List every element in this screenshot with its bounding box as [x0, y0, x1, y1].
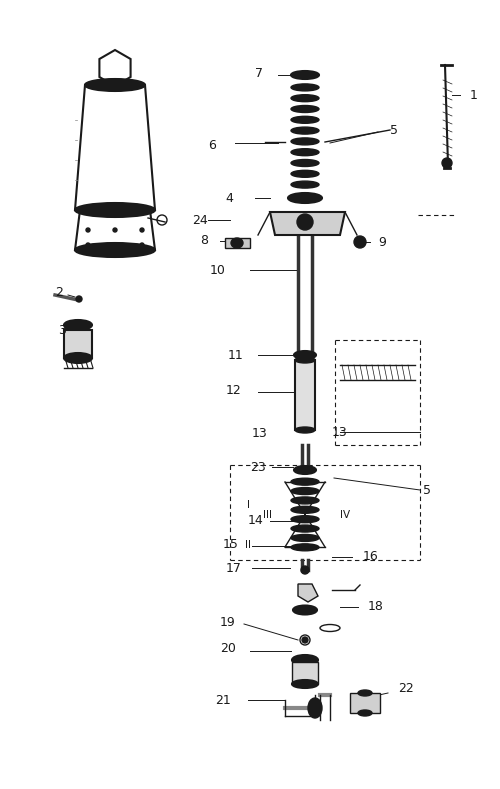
Ellipse shape [291, 127, 319, 134]
Ellipse shape [291, 116, 319, 123]
Ellipse shape [291, 497, 319, 504]
Circle shape [76, 296, 82, 302]
Ellipse shape [308, 698, 322, 718]
Text: 2: 2 [55, 286, 63, 298]
Ellipse shape [291, 507, 319, 514]
Ellipse shape [358, 710, 372, 716]
Text: 8: 8 [200, 234, 208, 246]
Ellipse shape [295, 73, 315, 77]
Ellipse shape [231, 238, 243, 248]
Text: 5: 5 [390, 124, 398, 136]
Bar [295, 360, 315, 430]
Text: 4: 4 [225, 192, 233, 204]
Circle shape [113, 243, 117, 247]
Ellipse shape [358, 690, 372, 696]
Ellipse shape [291, 181, 319, 188]
Text: 20: 20 [220, 641, 236, 655]
Ellipse shape [294, 195, 316, 201]
Ellipse shape [291, 488, 319, 495]
Ellipse shape [298, 607, 312, 613]
Ellipse shape [90, 80, 140, 89]
Text: 17: 17 [226, 562, 242, 574]
Polygon shape [270, 212, 345, 235]
Text: 9: 9 [378, 235, 386, 249]
Text: 3: 3 [58, 323, 66, 336]
Text: 12: 12 [226, 383, 242, 397]
Text: 13: 13 [252, 427, 268, 439]
Ellipse shape [291, 84, 319, 91]
Text: 5: 5 [423, 484, 431, 496]
Ellipse shape [291, 478, 319, 485]
Circle shape [297, 214, 313, 230]
Text: 1: 1 [470, 88, 478, 102]
Ellipse shape [294, 351, 316, 359]
Ellipse shape [291, 138, 319, 145]
Bar [292, 662, 318, 684]
Text: 24: 24 [192, 214, 208, 226]
Ellipse shape [64, 353, 92, 363]
Text: 14: 14 [248, 514, 264, 528]
Ellipse shape [291, 170, 319, 178]
Ellipse shape [291, 159, 319, 166]
Text: 19: 19 [220, 615, 236, 629]
Text: 21: 21 [215, 694, 231, 706]
Bar [64, 330, 92, 358]
Ellipse shape [291, 71, 319, 79]
Circle shape [113, 228, 117, 232]
Text: 18: 18 [368, 600, 384, 614]
Ellipse shape [291, 525, 319, 532]
Ellipse shape [296, 656, 314, 664]
Circle shape [300, 217, 310, 227]
Circle shape [86, 243, 90, 247]
Text: 7: 7 [255, 66, 263, 80]
Circle shape [354, 236, 366, 248]
Ellipse shape [298, 353, 312, 357]
Text: 23: 23 [250, 461, 266, 473]
Ellipse shape [75, 243, 155, 257]
Circle shape [140, 243, 144, 247]
Text: 13: 13 [332, 425, 348, 439]
Text: 22: 22 [398, 682, 414, 694]
Circle shape [301, 566, 309, 574]
Ellipse shape [291, 534, 319, 541]
Ellipse shape [64, 320, 92, 330]
Circle shape [86, 228, 90, 232]
Ellipse shape [295, 357, 315, 363]
Ellipse shape [288, 193, 322, 203]
Bar [225, 238, 250, 248]
Ellipse shape [291, 106, 319, 113]
Text: IV: IV [340, 510, 350, 520]
Ellipse shape [291, 544, 319, 551]
Bar [350, 693, 380, 713]
Ellipse shape [293, 605, 317, 615]
Ellipse shape [295, 427, 315, 433]
Text: 10: 10 [210, 264, 226, 276]
Ellipse shape [292, 680, 318, 688]
Text: 6: 6 [208, 139, 216, 151]
Ellipse shape [291, 95, 319, 102]
Circle shape [302, 637, 308, 643]
Text: 15: 15 [223, 539, 239, 552]
Ellipse shape [291, 516, 319, 522]
Ellipse shape [291, 148, 319, 155]
Ellipse shape [85, 79, 145, 91]
Circle shape [442, 158, 452, 168]
Text: 11: 11 [228, 349, 244, 361]
Ellipse shape [75, 203, 155, 217]
Polygon shape [298, 584, 318, 602]
Text: 16: 16 [363, 551, 379, 563]
Text: III: III [262, 510, 272, 520]
Ellipse shape [292, 655, 318, 665]
Circle shape [140, 228, 144, 232]
Ellipse shape [294, 466, 316, 474]
Text: II: II [245, 540, 251, 550]
Text: I: I [246, 500, 250, 510]
